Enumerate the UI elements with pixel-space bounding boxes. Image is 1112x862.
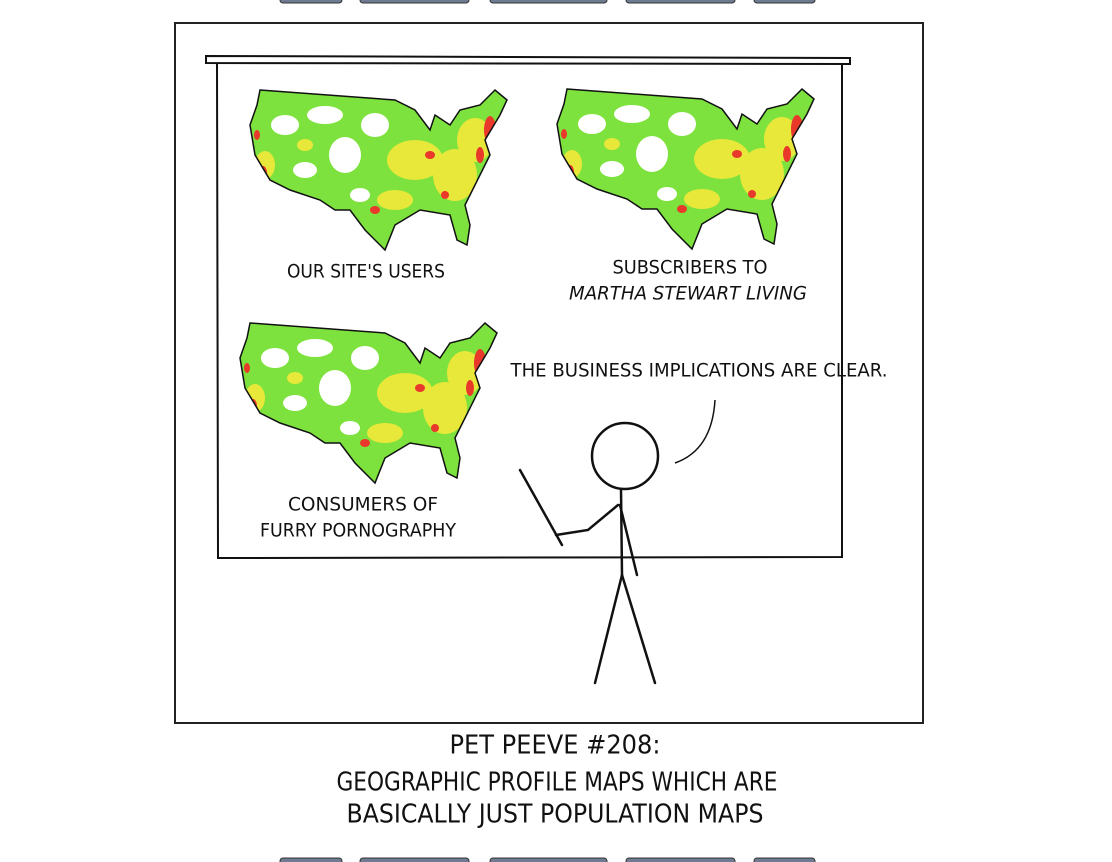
nav-button[interactable] xyxy=(279,0,343,4)
map-caption: FURRY PORNOGRAPHY xyxy=(260,520,456,542)
stick-figure xyxy=(518,421,660,685)
map-caption: OUR SITE'S USERS xyxy=(287,261,445,283)
nav-button[interactable] xyxy=(625,0,736,4)
nav-button[interactable] xyxy=(625,857,736,862)
speech: THE BUSINESS IMPLICATIONS ARE CLEAR. xyxy=(510,360,888,382)
nav-button[interactable] xyxy=(489,857,608,862)
nav-button[interactable] xyxy=(359,0,470,4)
whiteboard xyxy=(205,54,851,560)
title-caption: BASICALLY JUST POPULATION MAPS xyxy=(347,800,764,830)
map-caption: CONSUMERS OF xyxy=(288,494,438,516)
nav-button[interactable] xyxy=(279,857,343,862)
nav-button[interactable] xyxy=(489,0,608,4)
map-caption: SUBSCRIBERS TO xyxy=(613,257,768,279)
nav-button[interactable] xyxy=(753,0,816,4)
bottom-nav xyxy=(279,857,816,862)
title-caption: GEOGRAPHIC PROFILE MAPS WHICH ARE xyxy=(337,768,778,798)
top-nav xyxy=(279,0,816,4)
nav-button[interactable] xyxy=(359,857,470,862)
speech-line xyxy=(674,399,716,464)
nav-button[interactable] xyxy=(753,857,816,862)
map-caption: MARTHA STEWART LIVING xyxy=(569,283,807,305)
title-caption: PET PEEVE #208: xyxy=(450,731,661,761)
